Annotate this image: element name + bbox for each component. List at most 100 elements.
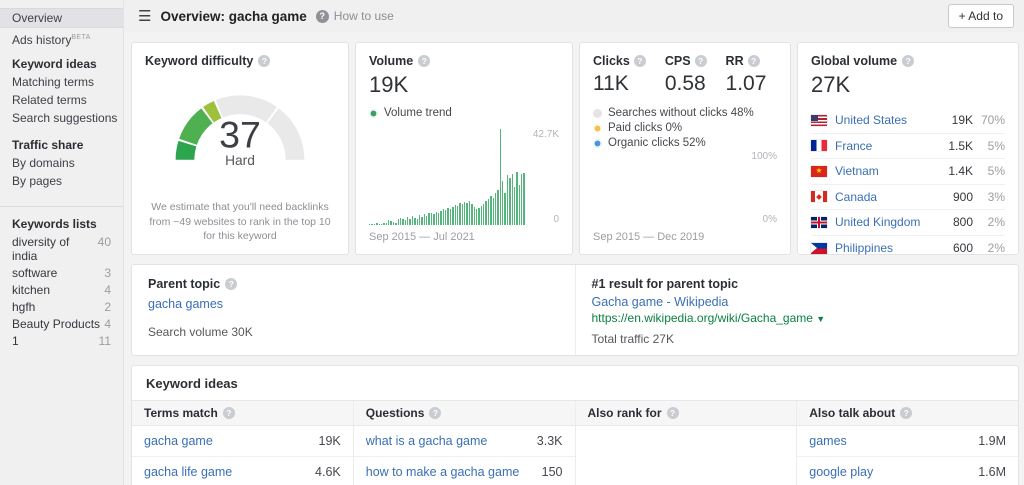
keyword-link[interactable]: gacha life game: [144, 465, 233, 479]
sidebar: Overview Ads historyBETA Keyword ideas M…: [0, 0, 123, 485]
country-row[interactable]: United Kingdom 800 2%: [811, 210, 1005, 236]
country-row[interactable]: United States 19K 70%: [811, 108, 1005, 134]
keyword-volume: 150: [541, 465, 563, 479]
cps-label: CPS: [664, 54, 691, 68]
sidebar-item-overview[interactable]: Overview: [0, 8, 123, 28]
how-to-use-label: How to use: [333, 9, 394, 23]
content: Keyword difficulty ? 37 Hard: [124, 32, 1024, 485]
help-icon[interactable]: ?: [225, 278, 238, 290]
chevron-down-icon[interactable]: ▼: [816, 314, 826, 324]
list-name: kitchen: [12, 282, 51, 297]
clicks-history-chart: [593, 151, 743, 225]
kd-label: Hard: [225, 153, 255, 168]
keywords-list-item[interactable]: hgfh 2: [0, 298, 123, 315]
country-percent: 2%: [987, 215, 1005, 230]
keyword-link[interactable]: gacha game: [144, 434, 213, 448]
list-name: Beauty Products: [12, 316, 101, 331]
volume-bar: [376, 223, 378, 225]
country-row[interactable]: Philippines 600 2%: [811, 236, 1005, 262]
help-icon[interactable]: ?: [633, 55, 646, 67]
help-icon[interactable]: ?: [694, 55, 707, 67]
keyword-link[interactable]: games: [809, 434, 847, 448]
volume-bar: [383, 223, 385, 225]
keyword-link[interactable]: how to make a gacha game: [365, 465, 520, 479]
parent-result-link[interactable]: Gacha game - Wikipedia: [591, 295, 729, 309]
country-row[interactable]: France 1.5K 5%: [811, 134, 1005, 159]
global-volume-value: 27K: [811, 72, 851, 97]
volume-bar: [449, 208, 452, 225]
volume-bar: [480, 205, 482, 225]
keywords-list-item[interactable]: 1 11: [0, 332, 123, 349]
ideas-header-label: Terms match: [144, 406, 218, 420]
keywords-list-item[interactable]: diversity of india 40: [0, 233, 123, 264]
global-volume-title: Global volume: [811, 54, 898, 68]
ideas-column-header: Also talk about?: [797, 401, 1018, 426]
help-icon[interactable]: ?: [902, 55, 915, 67]
volume-trend-dot-icon: [369, 108, 378, 118]
volume-bar: [402, 219, 404, 225]
volume-bar: [471, 203, 473, 225]
volume-bar: [490, 196, 492, 225]
country-link[interactable]: Philippines: [835, 241, 894, 256]
add-to-button[interactable]: + Add to: [947, 4, 1014, 28]
country-row[interactable]: Vietnam 1.4K 5%: [811, 159, 1005, 185]
help-icon[interactable]: ?: [258, 55, 271, 67]
country-link[interactable]: United Kingdom: [835, 215, 921, 230]
help-icon[interactable]: ?: [747, 55, 760, 67]
country-percent: 2%: [987, 241, 1005, 256]
volume-bar: [414, 218, 416, 225]
sidebar-item-by-domains[interactable]: By domains: [12, 156, 75, 170]
kd-footer-text: We estimate that you'll need backlinks f…: [149, 201, 331, 242]
country-percent: 5%: [987, 138, 1005, 153]
list-count: 40: [97, 234, 111, 249]
sidebar-item-matching-terms[interactable]: Matching terms: [12, 75, 95, 89]
how-to-use-link[interactable]: ? How to use: [315, 9, 394, 23]
country-row[interactable]: Canada 900 3%: [811, 185, 1005, 210]
country-link[interactable]: United States: [835, 113, 908, 128]
volume-y-min: 0: [553, 214, 559, 225]
volume-bar: [435, 211, 437, 225]
help-icon[interactable]: ?: [222, 407, 235, 419]
keyword-link[interactable]: what is a gacha game: [365, 434, 488, 448]
keywords-list-item[interactable]: Beauty Products 4: [0, 315, 123, 332]
keyword-link[interactable]: google play: [809, 465, 874, 479]
keyword-row: what is a gacha game 3.3K: [353, 426, 575, 457]
keyword-ideas-card: Keyword ideas Terms match? gacha game 19K g…: [131, 365, 1019, 485]
list-name: 1: [12, 333, 19, 348]
volume-bar: [518, 184, 520, 225]
parent-topic-link[interactable]: gacha games: [148, 297, 224, 311]
keywords-list-item[interactable]: software 3: [0, 264, 123, 281]
question-icon: ?: [315, 9, 329, 23]
ideas-column-header: Terms match?: [132, 401, 353, 426]
volume-bar: [416, 219, 418, 225]
list-count: 2: [104, 299, 111, 314]
parent-search-volume: Search volume 30K: [148, 325, 253, 339]
volume-card: Volume ? 19K Volume trend 42.7K 0: [355, 42, 573, 255]
parent-result-url[interactable]: https://en.wikipedia.org/wiki/Gacha_game…: [592, 311, 1003, 325]
country-percent: 70%: [980, 113, 1005, 128]
volume-bar: [478, 207, 480, 225]
country-link[interactable]: France: [835, 138, 873, 153]
country-link[interactable]: Vietnam: [835, 164, 879, 179]
sidebar-item-ads-history[interactable]: Ads historyBETA: [0, 28, 123, 47]
country-volume: 600: [952, 241, 973, 256]
volume-bar: [421, 217, 423, 225]
country-link[interactable]: Canada: [835, 189, 878, 204]
sidebar-item-related-terms[interactable]: Related terms: [12, 93, 87, 107]
sidebar-item-by-pages[interactable]: By pages: [12, 174, 63, 188]
volume-bar: [473, 206, 475, 225]
keywords-list-item[interactable]: kitchen 4: [0, 281, 123, 298]
keyword-volume: 1.9M: [978, 434, 1006, 448]
help-icon[interactable]: ?: [429, 407, 442, 419]
ideas-column: Questions? what is a gacha game 3.3K how to…: [352, 401, 575, 485]
help-icon[interactable]: ?: [418, 55, 431, 67]
help-icon[interactable]: ?: [666, 407, 679, 419]
vietnam-flag-icon: [811, 165, 827, 177]
volume-bar: [504, 193, 506, 225]
keyword-row: google play 1.6M: [797, 457, 1018, 485]
legend-label: Organic clicks 52%: [608, 137, 706, 149]
keyword-volume: 1.6M: [978, 465, 1006, 479]
help-icon[interactable]: ?: [900, 407, 913, 419]
hamburger-menu-icon[interactable]: ☰: [138, 8, 152, 25]
sidebar-item-search-suggestions[interactable]: Search suggestions: [12, 111, 118, 125]
